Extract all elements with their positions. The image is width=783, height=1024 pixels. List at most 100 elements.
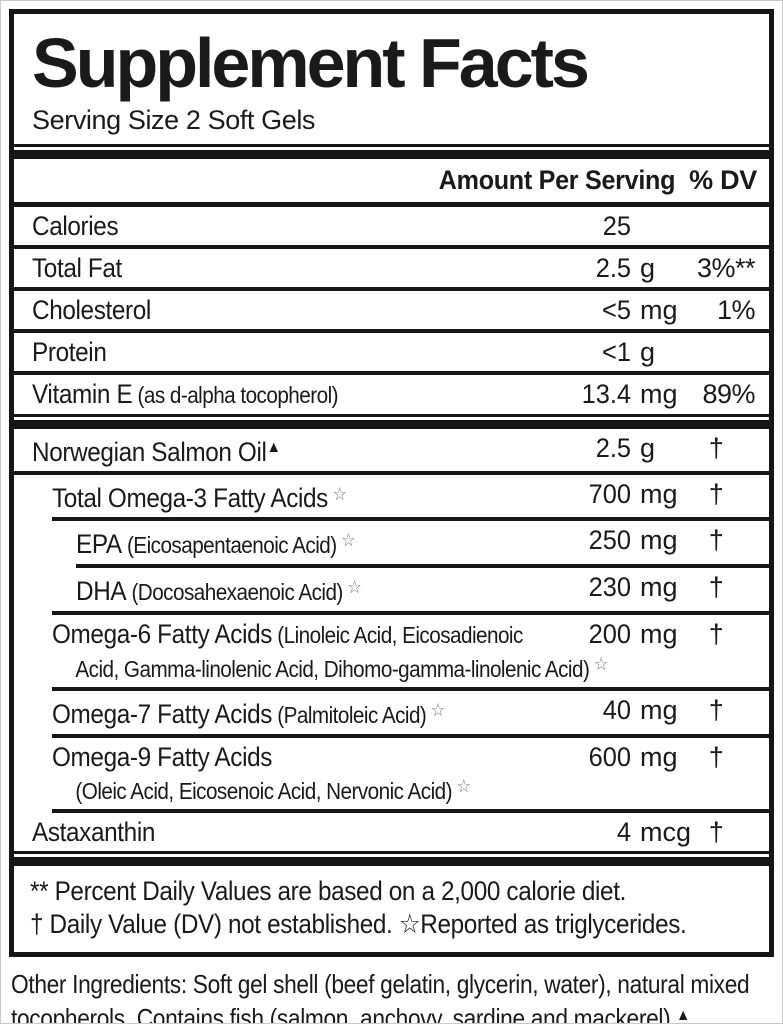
amount-unit: mg bbox=[640, 479, 678, 509]
nutrient-name: Astaxanthin bbox=[32, 817, 156, 847]
nutrient-note: (as d-alpha tocopherol) bbox=[132, 382, 339, 408]
row-divider bbox=[14, 287, 769, 291]
table-row: Norwegian Salmon Oil▲ 2.5 g † bbox=[14, 429, 769, 471]
table-row: Omega-6 Fatty Acids (Linoleic Acid, Eico… bbox=[14, 615, 769, 687]
footnote-daily-values: ** Percent Daily Values are based on a 2… bbox=[30, 876, 626, 906]
table-row: Omega-9 Fatty Acids (Oleic Acid, Eicosen… bbox=[14, 738, 769, 809]
nutrient-note: (Palmitoleic Acid) bbox=[272, 702, 427, 728]
star-icon: ☆ bbox=[332, 484, 347, 504]
row-divider bbox=[14, 329, 769, 333]
row-divider bbox=[14, 471, 769, 475]
other-ingredients: Other Ingredients: Soft gel shell (beef … bbox=[11, 969, 750, 1024]
dv-value: 3%** bbox=[696, 253, 756, 283]
amount-value: 2.5 bbox=[595, 433, 631, 463]
dv-value: † bbox=[708, 572, 724, 602]
nutrient-name: Omega-7 Fatty Acids bbox=[52, 699, 273, 729]
amount-unit: mg bbox=[640, 619, 678, 649]
star-icon: ☆ bbox=[456, 776, 472, 796]
table-row: Protein <1 g bbox=[14, 333, 769, 371]
amount-value: 250 bbox=[588, 525, 631, 555]
row-divider bbox=[52, 734, 769, 738]
triangle-icon: ▲ bbox=[676, 1007, 690, 1024]
amount-unit: mg bbox=[640, 379, 678, 409]
nutrient-name: Total Omega-3 Fatty Acids bbox=[52, 483, 328, 513]
nutrient-note: (Docosahexaenoic Acid) bbox=[126, 579, 343, 605]
title-section: Supplement Facts Serving Size 2 Soft Gel… bbox=[14, 14, 769, 144]
row-divider bbox=[52, 687, 769, 691]
facts-panel: Supplement Facts Serving Size 2 Soft Gel… bbox=[9, 9, 774, 957]
amount-column-header: Amount Per Serving bbox=[438, 165, 676, 195]
header-divider bbox=[14, 202, 769, 207]
amount-unit: mg bbox=[640, 695, 678, 725]
table-row: Total Fat 2.5 g 3%** bbox=[14, 249, 769, 287]
footnote-dv-not-established: † Daily Value (DV) not established. ☆Rep… bbox=[30, 909, 687, 939]
section-divider bbox=[14, 851, 769, 866]
nutrient-name: Norwegian Salmon Oil bbox=[32, 437, 267, 467]
nutrient-note: (Linoleic Acid, Eicosadienoic bbox=[272, 622, 523, 648]
row-divider bbox=[52, 611, 769, 615]
amount-value: 230 bbox=[588, 572, 631, 602]
column-header-row: Amount Per Serving % DV bbox=[14, 159, 769, 202]
amount-value: 25 bbox=[602, 211, 631, 241]
table-row: Total Omega-3 Fatty Acids ☆ 700 mg † bbox=[14, 475, 769, 517]
amount-unit: mg bbox=[640, 742, 678, 772]
nutrient-note: (Eicosapentaenoic Acid) bbox=[121, 532, 337, 558]
dv-column-header: % DV bbox=[689, 165, 757, 195]
amount-unit: g bbox=[640, 433, 656, 463]
dv-value: † bbox=[708, 742, 724, 772]
table-row: Cholesterol <5 mg 1% bbox=[14, 291, 769, 329]
table-row: Astaxanthin 4 mcg † bbox=[14, 813, 769, 851]
dv-value: † bbox=[708, 433, 724, 463]
below-panel-text: Other Ingredients: Soft gel shell (beef … bbox=[11, 969, 772, 1024]
triangle-icon: ▲ bbox=[266, 439, 281, 456]
row-divider bbox=[14, 371, 769, 375]
dv-value: † bbox=[708, 619, 724, 649]
amount-value: 700 bbox=[588, 479, 631, 509]
footnote-section: ** Percent Daily Values are based on a 2… bbox=[14, 866, 769, 952]
section-divider bbox=[14, 414, 769, 429]
dv-value: † bbox=[708, 695, 724, 725]
amount-unit: mg bbox=[640, 572, 678, 602]
table-row: Calories 25 bbox=[14, 207, 769, 245]
star-icon: ☆ bbox=[347, 577, 362, 597]
table-row: Omega-7 Fatty Acids (Palmitoleic Acid) ☆ … bbox=[14, 691, 769, 734]
nutrient-note-continued: Acid, Gamma-linolenic Acid, Dihomo-gamma… bbox=[75, 656, 590, 682]
star-icon: ☆ bbox=[341, 530, 356, 550]
star-icon: ☆ bbox=[593, 654, 609, 674]
nutrient-note-continued: (Oleic Acid, Eicosenoic Acid, Nervonic A… bbox=[75, 778, 453, 804]
amount-value: 2.5 bbox=[595, 253, 631, 283]
amount-unit: mcg bbox=[640, 817, 692, 847]
nutrient-name: Omega-9 Fatty Acids bbox=[52, 742, 273, 772]
panel-title: Supplement Facts bbox=[32, 24, 590, 102]
nutrient-name: Omega-6 Fatty Acids bbox=[52, 619, 273, 649]
dv-value: 89% bbox=[702, 379, 755, 409]
dv-value: † bbox=[708, 817, 724, 847]
amount-unit: mg bbox=[640, 295, 678, 325]
dv-value: † bbox=[708, 525, 724, 555]
dv-value: 1% bbox=[716, 295, 756, 325]
nutrient-name: Cholesterol bbox=[32, 295, 151, 325]
nutrient-name: Vitamin E bbox=[32, 379, 133, 409]
row-divider bbox=[14, 245, 769, 249]
nutrient-name: DHA bbox=[76, 576, 127, 606]
table-row: DHA (Docosahexaenoic Acid) ☆ 230 mg † bbox=[14, 568, 769, 611]
table-row: Vitamin E (as d-alpha tocopherol) 13.4 mg… bbox=[14, 375, 769, 414]
row-divider bbox=[52, 809, 769, 813]
amount-value: 40 bbox=[602, 695, 631, 725]
amount-value: <5 bbox=[602, 295, 631, 325]
row-divider bbox=[76, 564, 769, 568]
amount-value: <1 bbox=[602, 337, 631, 367]
nutrient-name: Calories bbox=[32, 211, 119, 241]
nutrient-name: Total Fat bbox=[32, 253, 122, 283]
nutrient-name: Protein bbox=[32, 337, 107, 367]
amount-value: 200 bbox=[588, 619, 631, 649]
amount-unit: mg bbox=[640, 525, 678, 555]
section-divider bbox=[14, 144, 769, 159]
table-row: EPA (Eicosapentaenoic Acid) ☆ 250 mg † bbox=[14, 521, 769, 564]
amount-value: 4 bbox=[616, 817, 631, 847]
amount-value: 600 bbox=[588, 742, 631, 772]
star-icon: ☆ bbox=[430, 700, 446, 720]
nutrient-name: EPA bbox=[76, 529, 122, 559]
amount-value: 13.4 bbox=[581, 379, 631, 409]
